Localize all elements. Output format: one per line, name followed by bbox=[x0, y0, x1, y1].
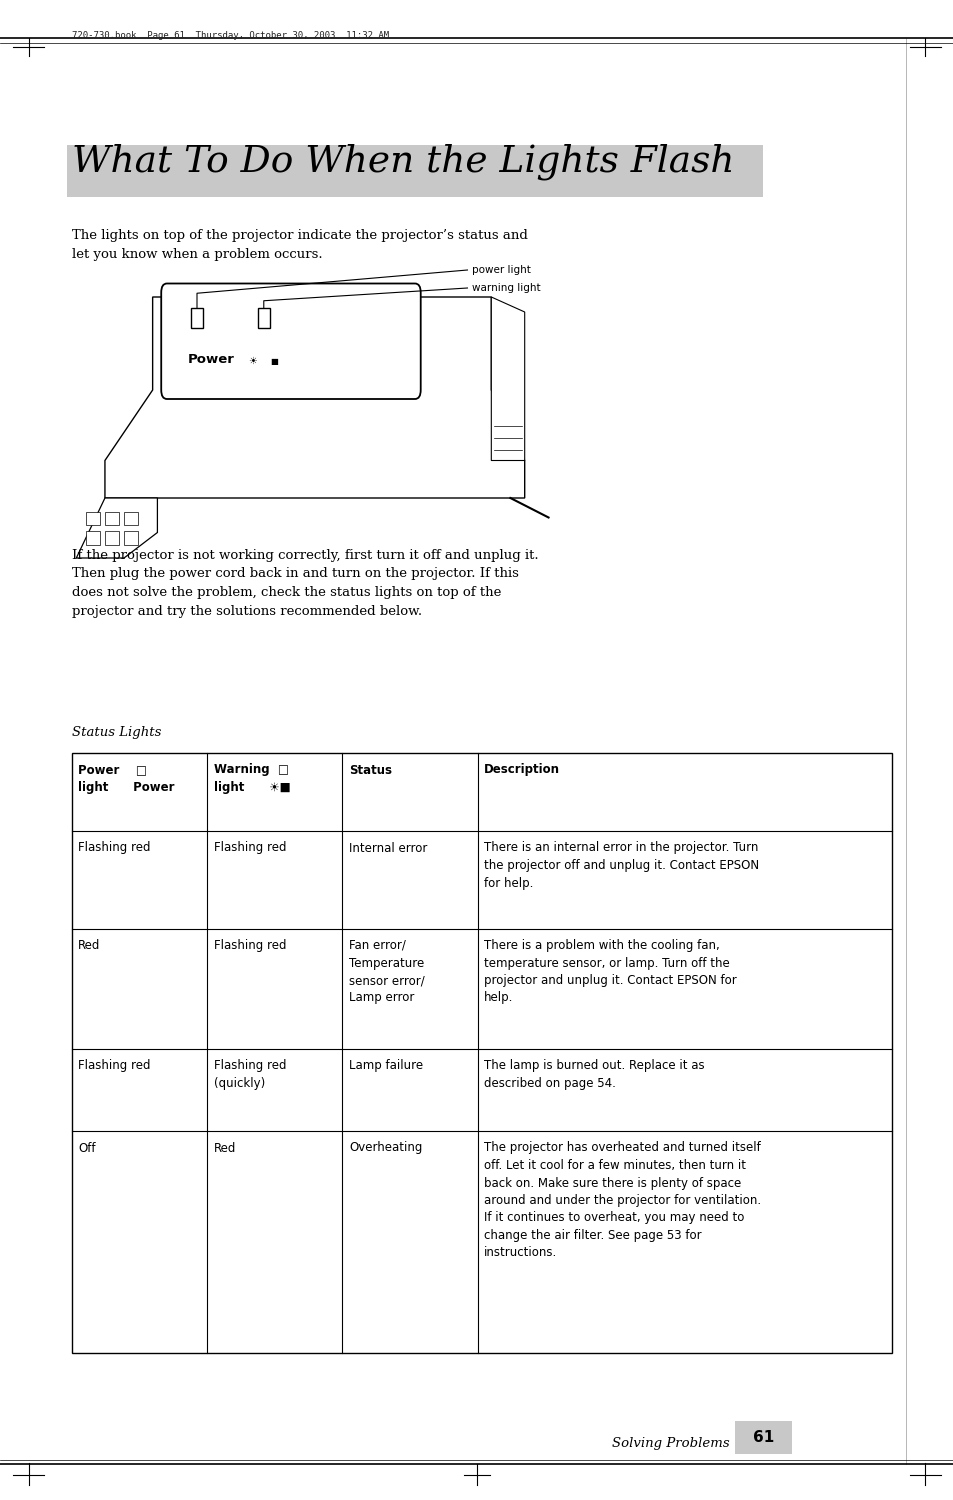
Text: Lamp failure: Lamp failure bbox=[349, 1059, 422, 1072]
Bar bbox=[67, 146, 762, 196]
FancyBboxPatch shape bbox=[161, 284, 420, 399]
Bar bbox=[734, 1420, 791, 1454]
Text: The lamp is burned out. Replace it as
described on page 54.: The lamp is burned out. Replace it as de… bbox=[484, 1059, 704, 1089]
Text: Description: Description bbox=[484, 764, 559, 777]
Text: There is an internal error in the projector. Turn
the projector off and unplug i: There is an internal error in the projec… bbox=[484, 842, 759, 890]
Text: Red: Red bbox=[213, 1142, 235, 1155]
Text: Internal error: Internal error bbox=[349, 842, 427, 855]
Text: Warning  □
light      ☀■: Warning □ light ☀■ bbox=[213, 764, 290, 794]
Text: What To Do When the Lights Flash: What To Do When the Lights Flash bbox=[71, 144, 733, 180]
Text: Overheating: Overheating bbox=[349, 1142, 422, 1155]
Polygon shape bbox=[491, 297, 524, 460]
Text: Status: Status bbox=[349, 764, 392, 777]
Bar bbox=[124, 512, 138, 525]
Text: The projector has overheated and turned itself
off. Let it cool for a few minute: The projector has overheated and turned … bbox=[484, 1142, 760, 1260]
Bar bbox=[124, 531, 138, 544]
Text: 720-730.book  Page 61  Thursday, October 30, 2003  11:32 AM: 720-730.book Page 61 Thursday, October 3… bbox=[71, 32, 388, 40]
Text: The lights on top of the projector indicate the projector’s status and
let you k: The lights on top of the projector indic… bbox=[71, 230, 527, 261]
Bar bbox=[105, 512, 119, 525]
Text: There is a problem with the cooling fan,
temperature sensor, or lamp. Turn off t: There is a problem with the cooling fan,… bbox=[484, 939, 737, 1005]
Text: power light: power light bbox=[472, 266, 531, 274]
Bar bbox=[86, 512, 100, 525]
Text: warning light: warning light bbox=[472, 284, 540, 292]
Text: Solving Problems: Solving Problems bbox=[612, 1437, 729, 1450]
Text: Power: Power bbox=[188, 352, 234, 366]
Text: Flashing red: Flashing red bbox=[213, 939, 286, 952]
Text: Flashing red: Flashing red bbox=[78, 1059, 151, 1072]
Bar bbox=[71, 753, 891, 1353]
Text: Power    □
light      Power: Power □ light Power bbox=[78, 764, 174, 794]
Bar bbox=[86, 531, 100, 544]
Text: ■: ■ bbox=[270, 357, 277, 366]
Text: Flashing red
(quickly): Flashing red (quickly) bbox=[213, 1059, 286, 1089]
Bar bbox=[191, 308, 203, 327]
Bar bbox=[257, 308, 270, 327]
Text: ☀: ☀ bbox=[248, 356, 256, 366]
Polygon shape bbox=[105, 297, 524, 498]
Text: If the projector is not working correctly, first turn it off and unplug it.
Then: If the projector is not working correctl… bbox=[71, 549, 537, 618]
Bar bbox=[105, 531, 119, 544]
Text: Flashing red: Flashing red bbox=[78, 842, 151, 855]
Text: Status Lights: Status Lights bbox=[71, 726, 161, 740]
Text: Red: Red bbox=[78, 939, 100, 952]
Text: Flashing red: Flashing red bbox=[213, 842, 286, 855]
Text: Fan error/
Temperature
sensor error/
Lamp error: Fan error/ Temperature sensor error/ Lam… bbox=[349, 939, 424, 1005]
Text: Off: Off bbox=[78, 1142, 95, 1155]
Text: 61: 61 bbox=[752, 1430, 773, 1444]
Polygon shape bbox=[76, 498, 157, 558]
